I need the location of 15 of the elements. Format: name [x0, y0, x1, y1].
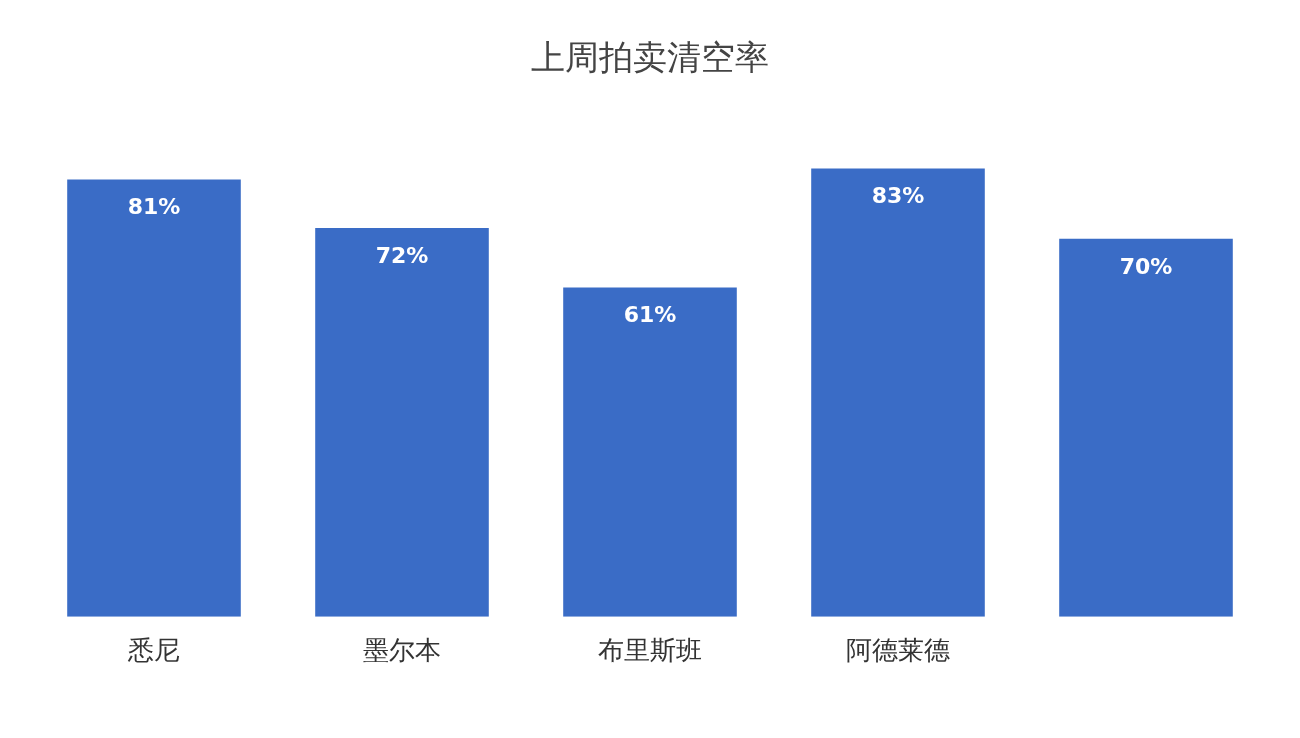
bar: [1059, 238, 1233, 617]
x-tick-label: 悉尼: [127, 635, 180, 666]
x-tick-label: 布里斯班: [598, 635, 702, 666]
data-label: 81%: [127, 194, 181, 220]
data-label: 61%: [623, 302, 677, 328]
x-tick-label: 墨尔本: [363, 635, 441, 666]
bar: [811, 168, 985, 617]
x-tick-label: 阿德莱德: [846, 635, 950, 666]
bar: [315, 228, 489, 617]
data-label: 83%: [871, 183, 925, 209]
bar: [67, 179, 241, 617]
chart-title: 上周拍卖清空率: [531, 37, 769, 78]
bar: [563, 287, 737, 617]
data-label: 70%: [1119, 253, 1173, 279]
data-label: 72%: [375, 242, 429, 268]
